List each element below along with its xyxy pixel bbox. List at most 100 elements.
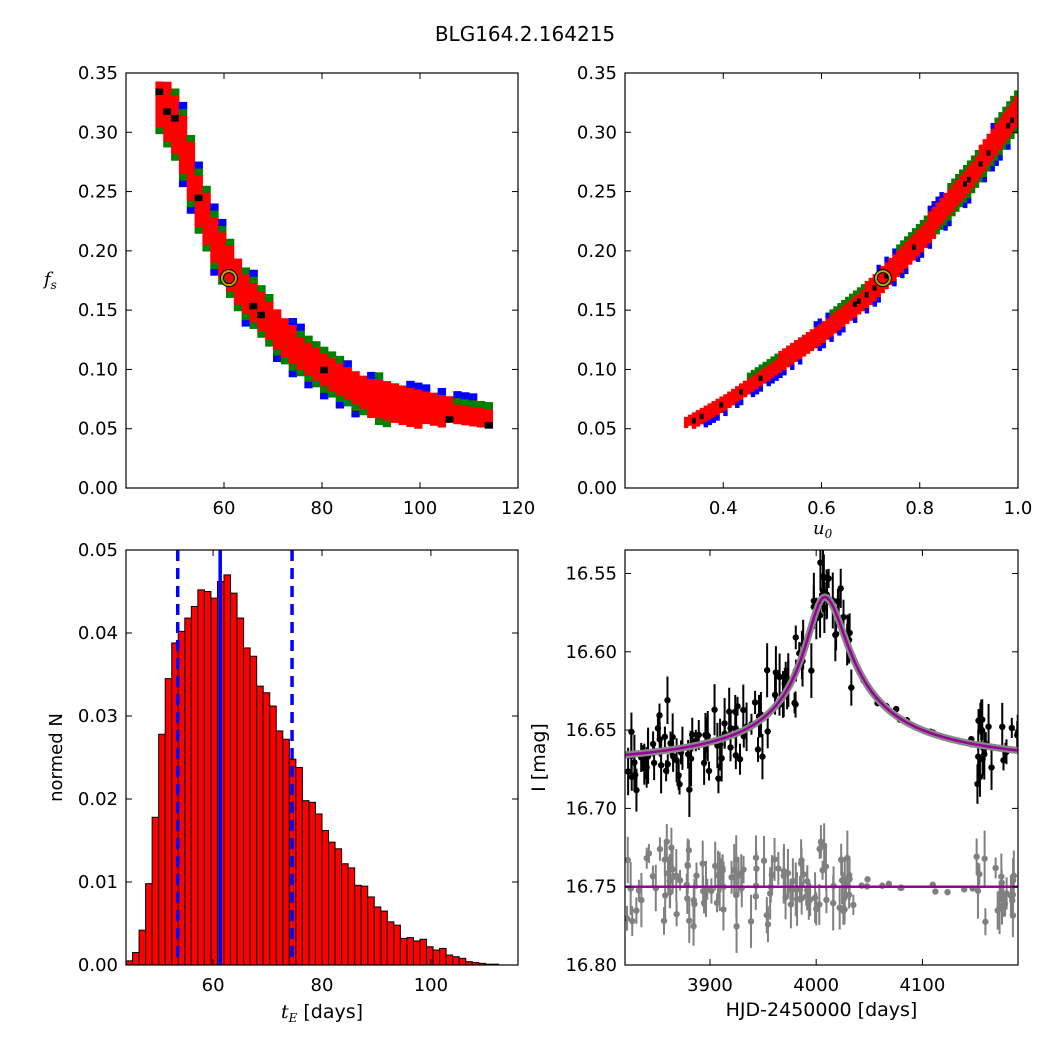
- heatmap-cell: [1010, 122, 1015, 129]
- photometry-point: [732, 752, 740, 759]
- heatmap-cell: [414, 395, 423, 403]
- heatmap-cell: [907, 248, 913, 255]
- photometry-point: [632, 771, 639, 779]
- heatmap-cell: [367, 397, 376, 405]
- heatmap-cell: [202, 198, 211, 206]
- photometry-point: [695, 731, 702, 739]
- heatmap-cell: [1006, 106, 1011, 113]
- heatmap-cell: [382, 420, 392, 428]
- heatmap-cell: [998, 138, 1003, 145]
- heatmap-cell: [296, 362, 305, 370]
- heatmap-cell: [296, 336, 305, 344]
- heatmap-cell: [817, 339, 822, 346]
- heatmap-cell: [935, 217, 940, 224]
- heatmap-cell: [966, 171, 972, 177]
- heatmap-cell: [809, 339, 815, 346]
- heatmap-cell: [939, 224, 944, 230]
- x-tick-label: 60: [202, 975, 225, 996]
- heatmap-cell: [746, 388, 752, 395]
- heatmap-cell: [998, 122, 1003, 129]
- heatmap-cell: [782, 348, 787, 355]
- heatmap-cell: [1006, 138, 1011, 145]
- heatmap-cell: [923, 215, 929, 222]
- y-tick-label: 0.20: [577, 241, 617, 262]
- heatmap-cell: [962, 180, 968, 187]
- heatmap-cell: [265, 313, 274, 321]
- y-tick-label: 0.00: [78, 478, 118, 499]
- heatmap-cell: [904, 236, 909, 243]
- heatmap-cell: [374, 385, 384, 393]
- heatmap-cell: [841, 299, 846, 306]
- heatmap-cell: [265, 293, 274, 301]
- heatmap-cell: [484, 402, 494, 410]
- x-tick-label: 1.0: [1004, 498, 1033, 519]
- histogram-bar: [230, 592, 238, 966]
- heatmap-cell: [351, 371, 360, 379]
- heatmap-cell: [186, 193, 196, 201]
- heatmap-cell: [758, 385, 764, 392]
- photometry-point: [718, 755, 725, 762]
- photometry-point: [740, 706, 747, 714]
- heatmap-cell: [856, 303, 862, 310]
- heatmap-cell: [382, 387, 392, 395]
- photometry-point: [832, 631, 839, 639]
- heatmap-cell: [257, 330, 266, 338]
- heatmap-cell: [414, 415, 423, 423]
- residual-point: [728, 874, 735, 881]
- heatmap-cell: [880, 276, 885, 283]
- residual-point: [714, 871, 722, 879]
- heatmap-cell: [786, 356, 791, 363]
- heatmap-cell: [970, 171, 976, 178]
- y-tick-label: 0.30: [577, 122, 617, 143]
- heatmap-cell: [218, 258, 227, 266]
- photometry-point: [705, 767, 713, 775]
- heatmap-cell: [829, 320, 834, 326]
- heatmap-cell: [707, 408, 712, 415]
- photometry-point: [736, 756, 744, 763]
- heatmap-cell: [758, 380, 764, 387]
- heatmap-cell: [1014, 95, 1018, 102]
- residual-point: [864, 876, 871, 883]
- residual-point: [684, 861, 691, 869]
- heatmap-cell: [1006, 143, 1011, 150]
- heatmap-cell: [825, 312, 830, 319]
- heatmap-cell: [943, 208, 948, 215]
- residual-point: [823, 896, 830, 904]
- heatmap-cell: [907, 253, 913, 260]
- heatmap-cell: [825, 328, 830, 335]
- heatmap-cell: [233, 271, 243, 279]
- heatmap-cell: [280, 331, 290, 339]
- y-axis-label: fs: [42, 269, 57, 292]
- heatmap-cell: [406, 413, 415, 421]
- heatmap-cell: [320, 359, 329, 367]
- heatmap-cell: [797, 337, 803, 344]
- residual-point: [673, 910, 680, 918]
- heatmap-cell: [931, 201, 936, 207]
- residual-point: [693, 872, 700, 879]
- heatmap-cell: [171, 88, 180, 96]
- heatmap-cell: [927, 221, 933, 228]
- heatmap-cell: [225, 245, 235, 253]
- heatmap-cell: [939, 202, 944, 209]
- histogram-bar: [295, 766, 303, 966]
- heatmap-cell: [805, 342, 811, 349]
- heatmap-cell: [1014, 106, 1018, 113]
- heatmap-cell: [241, 286, 250, 295]
- heatmap-cell: [280, 324, 290, 332]
- heatmap-cell: [817, 318, 822, 325]
- x-axis-label: u0: [813, 518, 833, 541]
- heatmap-cell: [829, 330, 834, 337]
- histogram-bar: [138, 929, 147, 966]
- heatmap-cell: [919, 230, 925, 237]
- heatmap-cell: [821, 321, 826, 327]
- heatmap-cell: [398, 391, 407, 400]
- heatmap-cell: [927, 226, 933, 233]
- heatmap-cell: [374, 417, 384, 425]
- residual-point: [661, 892, 669, 899]
- residual-point: [841, 906, 848, 913]
- residual-point: [973, 853, 980, 860]
- residual-point: [676, 877, 684, 884]
- heatmap-cell: [367, 411, 376, 419]
- heatmap-cell: [849, 298, 854, 305]
- heatmap-cell: [241, 300, 250, 308]
